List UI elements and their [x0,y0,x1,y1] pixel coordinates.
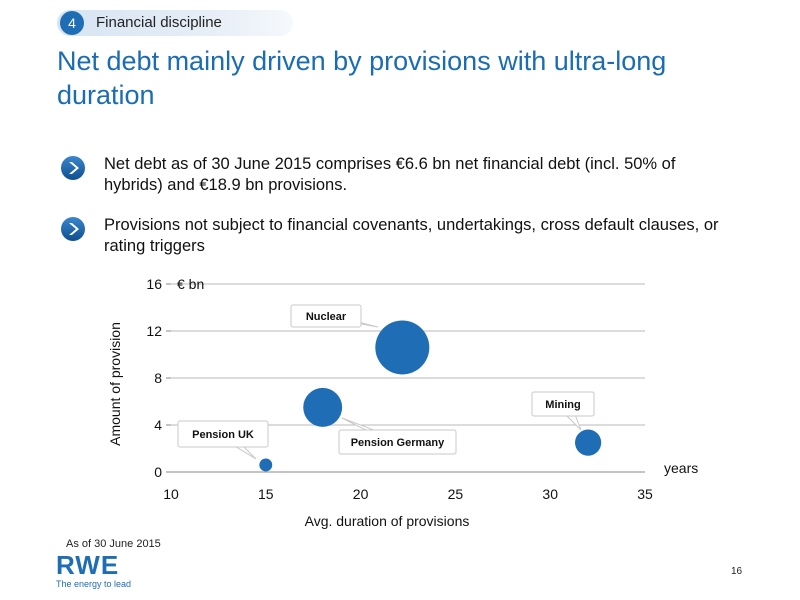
y-tick-label: 0 [154,464,162,480]
bubble-pension-uk [259,458,273,472]
logo-tagline: The energy to lead [56,579,132,589]
y-axis-title: Amount of provision [107,322,123,446]
callout-fill [533,393,593,415]
bubble-nuclear [375,320,430,375]
y-tick-label: 16 [146,276,162,292]
y-unit-label: € bn [177,276,204,292]
bubble-chart-svg: 0 4 8 12 16 10 15 20 25 30 35 € bn years Avg. duratio… [107,276,698,529]
x-unit-label: years [664,460,698,476]
x-tick-label: 30 [542,486,558,502]
x-axis-title: Avg. duration of provisions [305,513,470,529]
chevron-right-icon [61,217,85,241]
data-label: Pension UK [192,429,254,441]
logo-wordmark: RWE [56,550,120,580]
page-title: Net debt mainly driven by provisions wit… [57,46,667,110]
x-tick-label: 20 [353,486,369,502]
rwe-logo: RWE The energy to lead [56,552,140,592]
data-label: Mining [545,399,580,411]
footnote: As of 30 June 2015 [66,538,161,550]
y-tick-label: 8 [154,370,162,386]
y-tick-label: 12 [146,323,162,339]
callout-fill [179,422,267,446]
callout-fill [292,306,360,326]
bubble-chart: 0 4 8 12 16 10 15 20 25 30 35 € bn years Avg. duratio… [0,270,800,540]
x-tick-label: 10 [163,486,179,502]
y-tick-label: 4 [154,417,162,433]
data-label: Nuclear [306,311,347,323]
bubble-pension-germany [303,387,343,427]
x-tick-label: 25 [448,486,464,502]
callout-fill [340,431,455,453]
data-label: Pension Germany [351,437,445,449]
bullet-text: Provisions not subject to financial cove… [104,216,719,255]
section-label: Financial discipline [96,14,222,31]
bubble-mining [575,429,602,456]
section-tag [57,10,293,36]
x-tick-label: 15 [258,486,274,502]
bullet-text: Net debt as of 30 June 2015 comprises €6… [104,155,676,194]
page-number: 16 [731,566,743,577]
x-tick-label: 35 [637,486,653,502]
section-number-badge: 4 [60,11,84,35]
chevron-right-icon [61,156,85,180]
